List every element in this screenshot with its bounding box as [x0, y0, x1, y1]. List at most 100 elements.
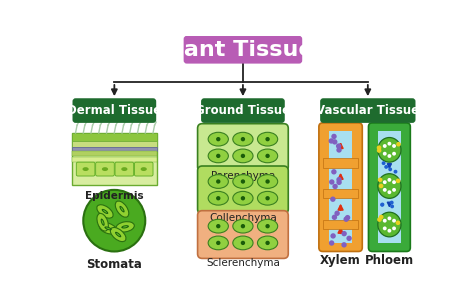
- FancyBboxPatch shape: [319, 123, 362, 251]
- Ellipse shape: [233, 191, 253, 205]
- Circle shape: [216, 241, 220, 245]
- Circle shape: [241, 179, 245, 184]
- FancyBboxPatch shape: [183, 36, 302, 64]
- Circle shape: [216, 154, 220, 158]
- Ellipse shape: [208, 175, 228, 188]
- Ellipse shape: [121, 225, 129, 228]
- Ellipse shape: [257, 236, 278, 250]
- Ellipse shape: [233, 236, 253, 250]
- Circle shape: [383, 188, 387, 192]
- Circle shape: [346, 236, 352, 241]
- Circle shape: [241, 196, 245, 200]
- Circle shape: [241, 137, 245, 141]
- Text: Phloem: Phloem: [365, 254, 414, 267]
- Circle shape: [83, 190, 145, 251]
- Ellipse shape: [257, 175, 278, 188]
- Circle shape: [383, 152, 387, 155]
- Circle shape: [387, 216, 392, 220]
- Circle shape: [265, 196, 270, 200]
- Circle shape: [396, 220, 400, 225]
- Circle shape: [329, 240, 334, 246]
- Circle shape: [387, 142, 392, 146]
- Ellipse shape: [257, 132, 278, 146]
- Circle shape: [381, 203, 384, 207]
- Circle shape: [383, 180, 387, 184]
- Ellipse shape: [233, 219, 253, 233]
- FancyBboxPatch shape: [96, 162, 114, 176]
- Bar: [329, 131, 352, 243]
- Bar: [323, 189, 358, 198]
- Text: Vascular Tissue: Vascular Tissue: [316, 104, 419, 117]
- Ellipse shape: [257, 149, 278, 163]
- Circle shape: [341, 242, 347, 248]
- Circle shape: [396, 142, 401, 147]
- Ellipse shape: [208, 132, 228, 146]
- Ellipse shape: [141, 167, 147, 171]
- Circle shape: [390, 205, 394, 208]
- Ellipse shape: [102, 220, 104, 225]
- Ellipse shape: [257, 219, 278, 233]
- Ellipse shape: [233, 132, 253, 146]
- Ellipse shape: [97, 205, 113, 218]
- Circle shape: [265, 154, 270, 158]
- Circle shape: [387, 154, 392, 158]
- Circle shape: [380, 203, 384, 207]
- Ellipse shape: [103, 210, 107, 213]
- Circle shape: [332, 184, 338, 189]
- Bar: [72, 147, 157, 151]
- Ellipse shape: [233, 175, 253, 188]
- Circle shape: [377, 148, 382, 153]
- Text: Parenchyma: Parenchyma: [211, 171, 275, 181]
- Circle shape: [241, 241, 245, 245]
- Circle shape: [337, 147, 342, 153]
- Circle shape: [383, 226, 387, 230]
- Ellipse shape: [208, 219, 228, 233]
- Ellipse shape: [102, 209, 108, 214]
- Circle shape: [383, 144, 387, 148]
- Text: Stomata: Stomata: [86, 258, 142, 271]
- Circle shape: [379, 184, 383, 188]
- FancyBboxPatch shape: [320, 98, 416, 123]
- Circle shape: [393, 170, 397, 174]
- Circle shape: [383, 219, 387, 222]
- Ellipse shape: [110, 228, 126, 242]
- FancyBboxPatch shape: [73, 98, 156, 123]
- Ellipse shape: [82, 167, 89, 171]
- Circle shape: [336, 143, 341, 149]
- Text: Xylem: Xylem: [320, 254, 361, 267]
- Circle shape: [382, 161, 385, 165]
- Circle shape: [241, 224, 245, 228]
- Circle shape: [387, 178, 392, 182]
- Circle shape: [265, 179, 270, 184]
- Circle shape: [392, 188, 396, 192]
- FancyBboxPatch shape: [198, 124, 288, 171]
- Ellipse shape: [97, 213, 109, 231]
- FancyBboxPatch shape: [115, 162, 134, 176]
- Circle shape: [332, 215, 337, 220]
- Circle shape: [377, 217, 382, 222]
- FancyBboxPatch shape: [135, 162, 153, 176]
- Circle shape: [344, 216, 349, 222]
- Bar: [72, 151, 157, 156]
- Text: Dermal Tissue: Dermal Tissue: [67, 104, 162, 117]
- Circle shape: [265, 241, 270, 245]
- Ellipse shape: [120, 207, 123, 211]
- Text: Plant Tissues: Plant Tissues: [160, 40, 326, 60]
- Text: Ground Tissue: Ground Tissue: [195, 104, 291, 117]
- Circle shape: [330, 196, 336, 202]
- Ellipse shape: [119, 206, 125, 212]
- Ellipse shape: [116, 222, 134, 232]
- Bar: [72, 133, 157, 141]
- Circle shape: [387, 229, 392, 233]
- Circle shape: [384, 165, 388, 169]
- FancyBboxPatch shape: [201, 98, 285, 123]
- Circle shape: [345, 215, 350, 220]
- Text: Collenchyma: Collenchyma: [209, 213, 277, 223]
- Text: Sclerenchyma: Sclerenchyma: [206, 258, 280, 268]
- Ellipse shape: [233, 149, 253, 163]
- Circle shape: [337, 180, 342, 185]
- FancyBboxPatch shape: [198, 166, 288, 214]
- Ellipse shape: [115, 201, 129, 217]
- Circle shape: [329, 179, 335, 185]
- Ellipse shape: [121, 167, 128, 171]
